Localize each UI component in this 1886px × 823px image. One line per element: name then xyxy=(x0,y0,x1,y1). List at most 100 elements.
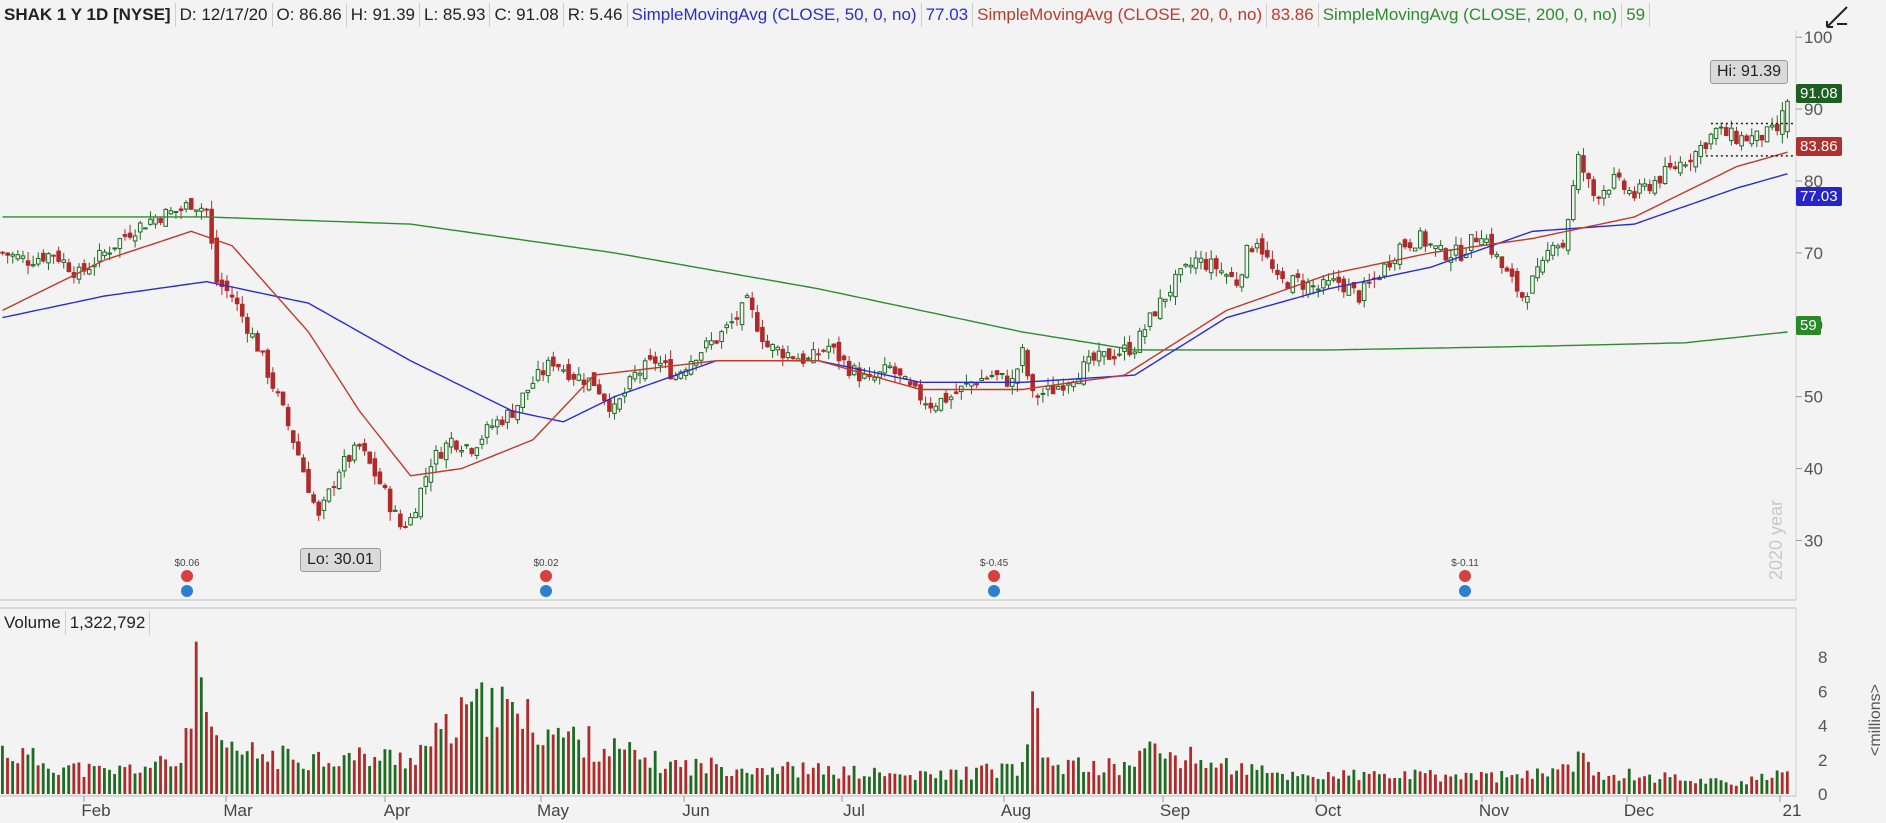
candle xyxy=(423,467,429,495)
candle-body xyxy=(770,343,775,351)
candle-body xyxy=(933,405,939,412)
candle xyxy=(719,329,724,349)
candle-body xyxy=(107,252,112,255)
candle-body xyxy=(765,340,770,348)
volume-bar xyxy=(194,641,198,794)
candle xyxy=(1004,369,1010,388)
price-tick-label: 100 xyxy=(1804,28,1832,47)
volume-bar xyxy=(485,736,489,794)
volume-bar xyxy=(327,763,331,794)
volume-bar xyxy=(1071,760,1075,794)
candle xyxy=(1479,230,1484,246)
candle-body xyxy=(326,488,332,502)
candle-body xyxy=(698,352,704,361)
symbol-label[interactable]: SHAK 1 Y 1D [NYSE] xyxy=(0,3,176,27)
candle xyxy=(1693,150,1698,173)
candle xyxy=(749,291,755,319)
volume-bar xyxy=(1301,774,1305,794)
candle xyxy=(1341,275,1347,298)
candle-body xyxy=(219,279,225,287)
volume-bar xyxy=(1413,769,1417,794)
volume-bar xyxy=(648,767,652,794)
volume-bar xyxy=(1138,750,1142,794)
candle xyxy=(918,379,923,405)
volume-bar xyxy=(383,749,387,794)
volume-bar xyxy=(822,774,825,794)
candle-body xyxy=(1468,234,1474,251)
volume-bar xyxy=(1352,769,1356,794)
candle xyxy=(617,397,622,413)
volume-bar xyxy=(1561,764,1565,794)
candle xyxy=(1729,120,1734,146)
candle-body xyxy=(1637,183,1642,194)
volume-bar xyxy=(1,745,4,794)
volume-tick-label: 6 xyxy=(1818,682,1827,701)
drawing-tool-icon[interactable] xyxy=(1824,4,1850,30)
candle-body xyxy=(566,364,571,380)
candle-body xyxy=(1616,172,1622,178)
candle-body xyxy=(1509,268,1515,277)
volume-bar xyxy=(1362,771,1366,794)
candle-body xyxy=(122,234,128,237)
volume-bar xyxy=(307,770,310,794)
high-callout: Hi: 91.39 xyxy=(1710,60,1789,84)
candle-body xyxy=(719,331,724,342)
candle-body xyxy=(943,392,949,403)
candle-body xyxy=(209,208,214,244)
candle-body xyxy=(81,263,87,272)
volume-bar xyxy=(541,745,545,794)
candle xyxy=(484,421,490,445)
candle xyxy=(168,206,174,215)
candle-body xyxy=(1586,173,1591,180)
candle xyxy=(494,415,500,435)
volume-bar xyxy=(1383,773,1386,794)
candle xyxy=(1764,126,1770,143)
candle-body xyxy=(1219,270,1224,274)
candle-body xyxy=(5,252,10,256)
volume-bar xyxy=(1005,763,1009,794)
low-callout: Lo: 30.01 xyxy=(300,548,381,572)
volume-bar xyxy=(1434,774,1437,794)
candle xyxy=(30,255,36,268)
candle xyxy=(806,356,811,361)
volume-bar xyxy=(1158,753,1162,794)
volume-unit-label: <millions> xyxy=(1867,684,1884,756)
volume-label[interactable]: Volume xyxy=(0,611,66,635)
volume-bar xyxy=(1133,766,1136,794)
candle xyxy=(86,262,92,276)
candle xyxy=(581,373,587,393)
sma20-label[interactable]: SimpleMovingAvg (CLOSE, 20, 0, no) xyxy=(973,3,1268,27)
dividend-icon xyxy=(988,585,1000,597)
earnings-marker: $-0.45 xyxy=(980,558,1009,597)
candle-body xyxy=(1112,355,1117,360)
sma200-label[interactable]: SimpleMovingAvg (CLOSE, 200, 0, no) xyxy=(1319,3,1623,27)
candle-body xyxy=(1698,144,1704,158)
candle-body xyxy=(1280,271,1285,279)
volume-bar xyxy=(72,763,76,794)
candle-body xyxy=(530,382,536,389)
candle xyxy=(127,224,133,240)
volume-bar xyxy=(1556,769,1560,794)
candle xyxy=(102,248,107,259)
candle xyxy=(1254,238,1260,253)
candle xyxy=(20,250,26,263)
volume-bar xyxy=(1592,775,1595,794)
candle-body xyxy=(1249,248,1255,253)
volume-bar xyxy=(1224,758,1228,794)
volume-bar xyxy=(1281,773,1284,794)
candle xyxy=(250,327,255,339)
candle xyxy=(535,360,541,383)
candle-body xyxy=(984,377,990,380)
candle-body xyxy=(913,381,918,387)
volume-bar xyxy=(867,776,871,794)
candle-body xyxy=(454,440,459,450)
candle-body xyxy=(1667,162,1673,168)
candle-body xyxy=(194,209,199,212)
sma50-label[interactable]: SimpleMovingAvg (CLOSE, 50, 0, no) xyxy=(628,3,922,27)
volume-bar xyxy=(1377,774,1381,794)
candle-body xyxy=(127,232,133,238)
volume-bar xyxy=(1061,774,1065,794)
candle xyxy=(1667,155,1673,170)
candle xyxy=(979,369,984,382)
